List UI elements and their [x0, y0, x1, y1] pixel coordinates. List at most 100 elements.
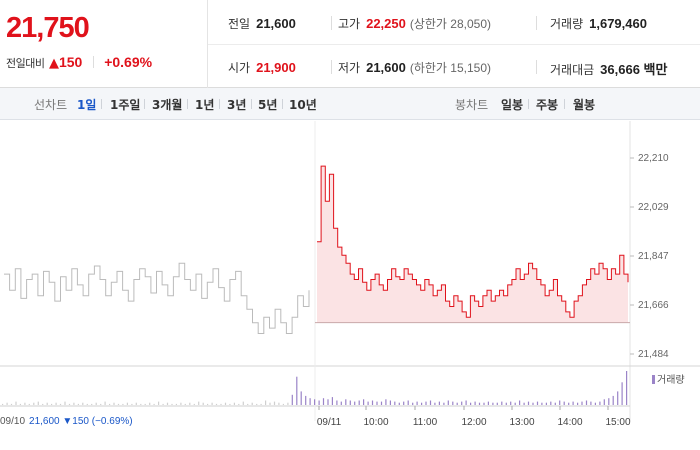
volume-bar	[193, 403, 195, 405]
volume-bar	[447, 400, 449, 405]
volume-bar	[37, 401, 39, 405]
volume-bar	[77, 403, 79, 405]
volume-bar	[126, 402, 128, 405]
volume-bar	[443, 402, 445, 405]
volume-bar	[572, 401, 574, 405]
volume-bar	[73, 402, 75, 405]
volume-bar	[554, 402, 556, 405]
candle-monthly-button[interactable]: 월봉	[573, 98, 596, 112]
volume-bar	[501, 401, 503, 405]
stat-label: 거래량	[550, 17, 584, 31]
stats-table: 전일 21,600 고가 22,250 (상한가 28,050) 거래량 1,679,4…	[208, 0, 700, 88]
volume-bar	[278, 402, 280, 405]
volume-bar	[117, 403, 120, 405]
change-value: 150	[58, 54, 83, 70]
volume-bar	[608, 398, 610, 405]
volume-bar	[461, 401, 463, 405]
volume-bar	[456, 402, 458, 405]
stat-sub: (하한가 15,150)	[409, 61, 492, 75]
volume-bar	[532, 402, 534, 405]
period-1w-button[interactable]: 1주일	[110, 98, 141, 112]
volume-bar	[621, 382, 623, 405]
candle-chart-label: 봉차트	[455, 98, 489, 112]
volume-bar	[318, 400, 320, 405]
volume-bar	[59, 403, 62, 405]
x-tick-label: 15:00	[605, 417, 630, 428]
volume-bar	[412, 402, 414, 405]
volume-bar	[282, 403, 284, 405]
divider	[144, 99, 145, 109]
y-tick-label: 22,210	[638, 153, 669, 164]
volume-bar	[340, 401, 342, 405]
divider	[251, 99, 252, 109]
volume-bar	[140, 403, 142, 405]
period-1y-button[interactable]: 1년	[195, 98, 215, 112]
volume-bar	[510, 401, 512, 405]
divider	[564, 99, 565, 109]
stat-sub: (상한가 28,050)	[409, 17, 492, 31]
volume-bar	[211, 402, 213, 405]
volume-bar	[527, 401, 530, 405]
volume-bar	[189, 402, 191, 405]
stat-high: 고가 22,250 (상한가 28,050)	[338, 15, 491, 32]
volume-bar	[309, 398, 311, 405]
volume-bar	[577, 402, 579, 405]
volume-bar	[505, 402, 507, 405]
volume-bar	[496, 402, 498, 405]
volume-bar	[175, 403, 177, 405]
volume-bar	[149, 402, 151, 405]
volume-bar	[287, 402, 289, 405]
volume-bar	[135, 402, 137, 405]
volume-bar	[28, 403, 30, 405]
stat-value: 22,250	[366, 16, 406, 31]
volume-bar	[389, 400, 391, 405]
current-price: 21,750	[6, 12, 90, 44]
change-row: 전일대비 ▲150 +0.69%	[6, 54, 152, 71]
volume-bar	[198, 401, 200, 405]
period-1d-button[interactable]: 1일	[77, 98, 97, 112]
chart-toolbar: 선차트 1일 1주일 3개월 1년 3년 5년 10년 봉차트 일봉 주봉 월봉	[0, 88, 700, 120]
period-5y-button[interactable]: 5년	[258, 98, 278, 112]
volume-bar	[144, 403, 146, 405]
volume-bar	[483, 402, 485, 405]
prev-day-line	[4, 262, 310, 334]
volume-bar	[220, 403, 222, 405]
volume-bar	[33, 402, 35, 405]
volume-bar	[171, 403, 173, 405]
divider	[331, 16, 332, 30]
y-tick-label: 21,484	[638, 349, 669, 360]
volume-bar	[256, 403, 258, 405]
volume-bar	[229, 403, 231, 405]
volume-bar	[354, 401, 356, 405]
x-tick-label: 10:00	[363, 417, 388, 428]
volume-bar	[113, 402, 115, 405]
stat-open: 시가 21,900	[228, 59, 296, 76]
candle-daily-button[interactable]: 일봉	[501, 98, 524, 112]
volume-bar	[492, 402, 494, 405]
candle-weekly-button[interactable]: 주봉	[536, 98, 559, 112]
volume-bar	[585, 400, 588, 405]
stat-value: 1,679,460	[589, 16, 647, 31]
volume-bar	[327, 399, 329, 405]
period-3m-button[interactable]: 3개월	[152, 98, 183, 112]
y-tick-label: 21,666	[638, 300, 669, 311]
volume-bar	[238, 403, 240, 405]
stat-amount: 거래대금 36,666 백만	[550, 59, 667, 78]
volume-bar	[82, 402, 84, 405]
volume-bar	[51, 403, 53, 405]
volume-bar	[425, 401, 427, 405]
volume-bar	[269, 402, 271, 405]
divider	[219, 99, 220, 109]
quote-summary: 21,750 전일대비 ▲150 +0.69% 전일 21,600 고가 22,25…	[0, 0, 700, 88]
volume-bar	[563, 401, 565, 405]
volume-bar	[599, 401, 601, 405]
volume-bar	[224, 402, 227, 405]
stat-value: 21,600	[366, 60, 406, 75]
divider	[536, 16, 537, 30]
volume-bar	[55, 402, 57, 405]
volume-bar	[474, 401, 476, 405]
x-tick-label: 13:00	[509, 417, 534, 428]
period-10y-button[interactable]: 10년	[289, 98, 317, 112]
stat-label: 전일	[228, 17, 251, 31]
period-3y-button[interactable]: 3년	[227, 98, 247, 112]
